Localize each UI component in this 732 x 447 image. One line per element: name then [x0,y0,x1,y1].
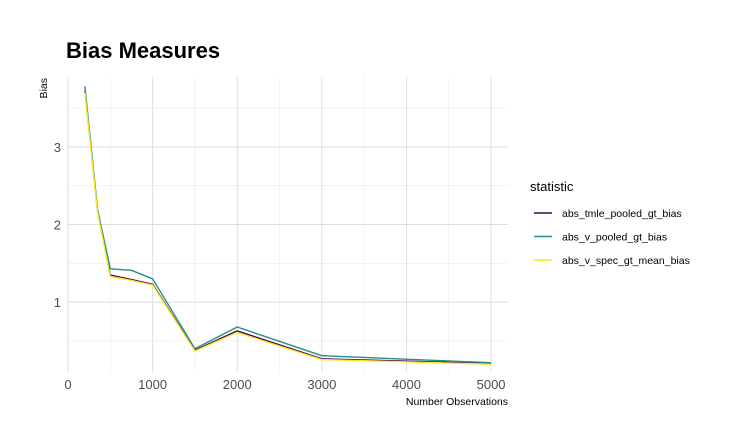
x-axis-title: Number Observations [406,396,508,408]
series-line-abs_tmle_pooled_gt_bias [84,90,492,365]
chart-title: Bias Measures [66,38,220,63]
x-tick-label: 3000 [307,377,336,392]
series-line-abs_v_spec_gt_mean_bias [84,92,492,365]
legend: statistic abs_tmle_pooled_gt_bias abs_v_p… [530,179,690,267]
y-tick-label: 1 [54,295,61,310]
y-axis-ticks: 1 2 3 [54,140,61,310]
x-tick-label: 4000 [392,377,421,392]
y-tick-label: 2 [54,218,61,233]
series-line-abs_v_pooled_gt_bias [84,86,492,364]
x-tick-label: 2000 [223,377,252,392]
y-tick-label: 3 [54,140,61,155]
series-lines [84,86,492,365]
legend-label: abs_v_spec_gt_mean_bias [562,255,690,267]
x-tick-label: 5000 [477,377,506,392]
legend-title: statistic [530,179,574,194]
grid [67,77,508,372]
x-axis-ticks: 0 1000 2000 3000 4000 5000 [64,377,505,392]
legend-label: abs_tmle_pooled_gt_bias [562,208,682,220]
x-tick-label: 0 [64,377,71,392]
x-tick-label: 1000 [138,377,167,392]
y-axis-title: Bias [38,78,50,98]
legend-label: abs_v_pooled_gt_bias [562,232,667,244]
